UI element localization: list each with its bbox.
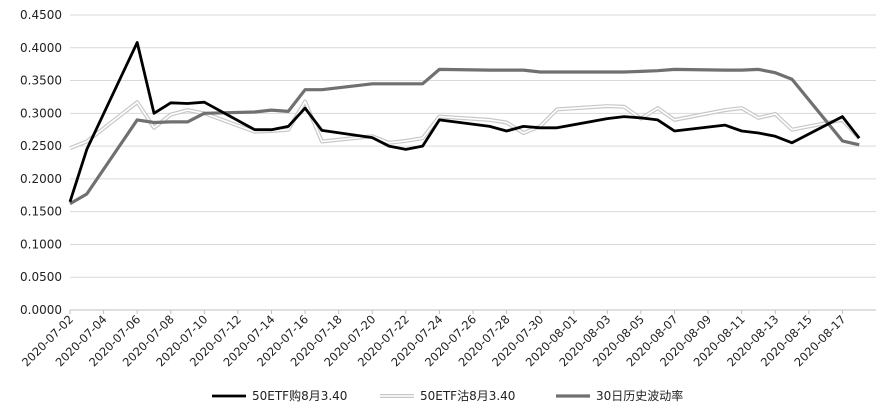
x-axis: 2020-07-022020-07-042020-07-062020-07-08… (19, 309, 876, 369)
y-tick-label: 0.2500 (20, 139, 62, 153)
y-tick-label: 0.3000 (20, 106, 62, 120)
y-tick-label: 0.2000 (20, 172, 62, 186)
y-tick-label: 0.3500 (20, 74, 62, 88)
y-tick-label: 0.1500 (20, 205, 62, 219)
y-tick-label: 0.4500 (20, 8, 62, 22)
legend-label: 50ETF沽8月3.40 (420, 389, 515, 403)
series-line-call (68, 41, 861, 203)
legend-label: 30日历史波动率 (596, 388, 683, 403)
series-line-put (69, 100, 860, 149)
y-tick-label: 0.1000 (20, 237, 62, 251)
y-tick-label: 0.0500 (20, 270, 62, 284)
series-lines (68, 41, 861, 206)
legend: 50ETF购8月3.40 50ETF沽8月3.40 30日历史波动率 (212, 388, 683, 403)
y-axis: 0.0000 0.0500 0.1000 0.1500 0.2000 0.2500 0.30… (20, 8, 62, 317)
legend-label: 50ETF购8月3.40 (252, 388, 347, 403)
gridlines (70, 14, 876, 311)
y-tick-label: 0.0000 (20, 303, 62, 317)
series-line-hv (69, 67, 860, 206)
y-tick-label: 0.4000 (20, 41, 62, 55)
